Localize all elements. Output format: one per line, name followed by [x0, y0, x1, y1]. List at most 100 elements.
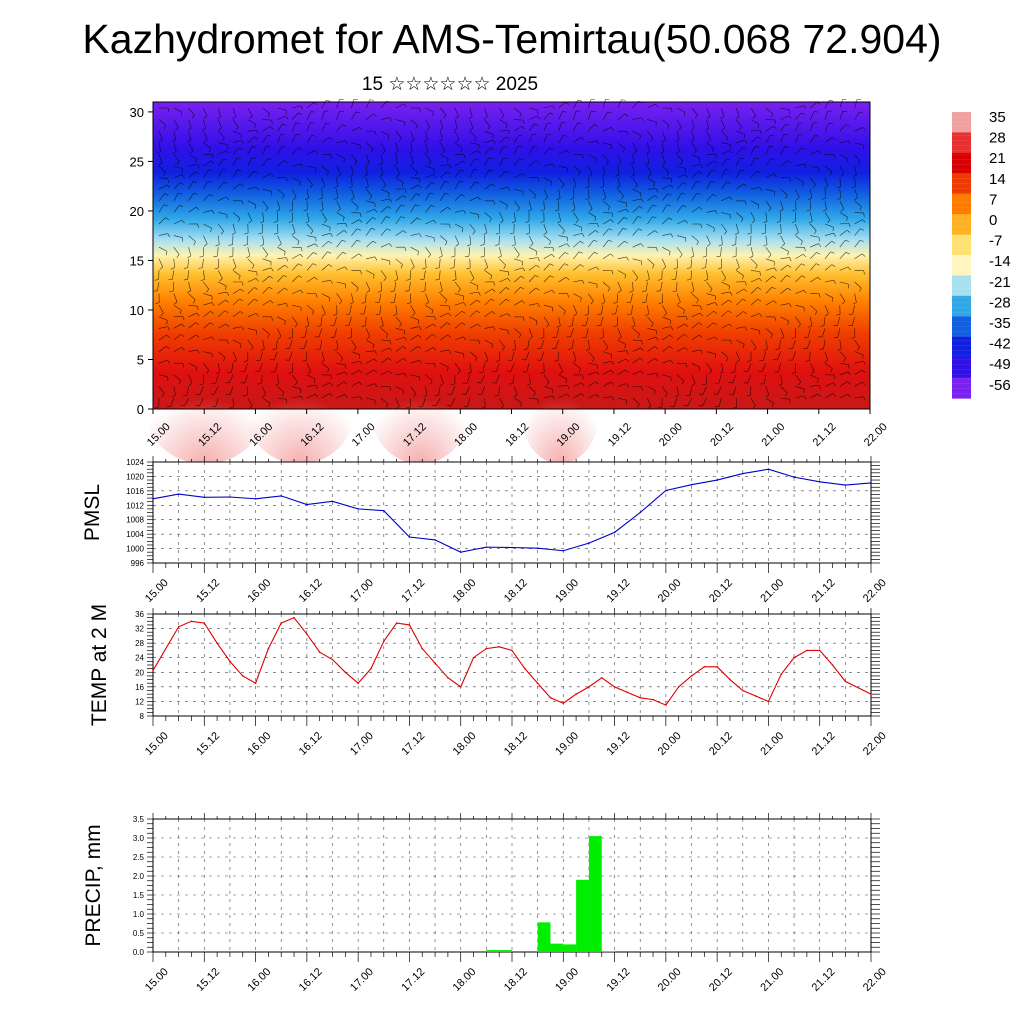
wind-barb-flag — [645, 278, 650, 282]
wind-barb-flag — [713, 160, 718, 164]
wind-barb-flag — [740, 169, 745, 172]
wind-barb — [780, 160, 788, 167]
wind-barb — [247, 287, 255, 294]
wind-barb — [484, 351, 489, 361]
wind-barb — [351, 219, 360, 225]
wind-barb-flag — [621, 99, 626, 101]
wind-barb-flag — [787, 160, 792, 164]
wind-barb-flag — [156, 151, 161, 154]
wind-barb-flag — [353, 347, 357, 351]
colorbar-swatch — [952, 112, 971, 134]
wind-barb — [351, 189, 355, 198]
wind-barb-flag — [382, 185, 386, 189]
wind-barb-flag — [318, 197, 323, 200]
wind-barb-flag — [635, 277, 639, 282]
wind-barb — [247, 270, 257, 273]
wind-barb-flag — [254, 124, 256, 129]
wind-barb-flag — [320, 359, 325, 363]
wind-barb — [425, 315, 435, 318]
wind-barb — [499, 328, 509, 331]
wind-barb-flag — [639, 192, 642, 197]
wind-barb-flag — [161, 393, 165, 397]
wind-barb — [587, 165, 593, 175]
wind-barb — [469, 270, 475, 279]
wind-barb-flag — [267, 134, 272, 137]
wind-barb — [395, 397, 400, 407]
wind-barb — [631, 305, 633, 315]
wind-barb — [721, 291, 731, 294]
y-tick-label: 3.0 — [133, 834, 145, 843]
wind-barb-flag — [581, 280, 585, 284]
wind-barb — [661, 204, 668, 213]
wind-barb-flag — [641, 340, 643, 345]
wind-barb-flag — [176, 254, 180, 258]
wind-barb — [721, 150, 730, 155]
wind-barb — [706, 131, 711, 140]
wind-barb — [687, 397, 693, 407]
wind-barb — [247, 339, 254, 348]
wind-barb — [306, 235, 316, 238]
wind-barb-flag — [601, 302, 606, 305]
wind-barb-flag — [639, 135, 641, 140]
x-tick-label: 16.00 — [245, 577, 273, 605]
wind-barb-flag — [729, 150, 733, 154]
wind-barb-flag — [403, 358, 407, 362]
temp-point — [716, 666, 718, 668]
wind-barb — [291, 147, 299, 155]
wind-barb — [454, 160, 463, 167]
wind-barb-flag — [675, 151, 680, 154]
wind-barb-flag — [611, 361, 614, 365]
wind-barb-flag — [305, 325, 309, 328]
wind-barb-flag — [669, 334, 673, 338]
colorbar-label: 7 — [989, 191, 997, 208]
wind-barb-flag — [303, 209, 308, 212]
pmsl-point — [818, 481, 821, 483]
y-tick-label: 28 — [135, 639, 144, 648]
wind-barb-flag — [860, 228, 865, 231]
wind-barb — [839, 222, 849, 225]
wind-barb-flag — [763, 348, 768, 351]
wind-barb-flag — [579, 240, 584, 244]
wind-barb — [706, 270, 709, 280]
wind-barb-flag — [814, 311, 818, 315]
wind-barb-flag — [861, 253, 866, 257]
wind-barb — [306, 223, 314, 231]
wind-barb — [824, 362, 833, 369]
wind-barb — [186, 386, 189, 396]
wind-barb — [277, 223, 279, 233]
wind-barb — [780, 115, 789, 120]
wind-barb — [410, 233, 420, 236]
wind-barb — [854, 212, 864, 214]
wind-barb-flag — [342, 124, 347, 127]
wind-barb-flag — [670, 326, 674, 331]
temp-point — [434, 662, 436, 664]
wind-barb — [484, 223, 488, 233]
wind-barb — [484, 212, 492, 219]
wind-barb — [543, 122, 548, 132]
wind-barb-flag — [566, 150, 570, 154]
wind-barb-flag — [316, 325, 321, 327]
wind-barb — [380, 339, 391, 341]
pmsl-point — [588, 542, 590, 544]
wind-barb-flag — [271, 120, 273, 125]
wind-barb — [676, 119, 682, 128]
x-tick-label: 20.12 — [708, 421, 736, 449]
wind-barb — [262, 200, 269, 209]
wind-barb — [795, 223, 799, 233]
wind-barb — [217, 119, 222, 129]
wind-barb — [380, 177, 386, 186]
wind-barb — [277, 160, 285, 167]
wind-barb — [750, 212, 756, 221]
wind-barb-flag — [396, 173, 400, 177]
wind-barb — [780, 374, 783, 384]
wind-barb — [661, 217, 669, 225]
wind-barb — [525, 351, 530, 361]
wind-barb-flag — [755, 265, 758, 269]
wind-barb — [306, 102, 315, 109]
wind-barb-flag — [854, 197, 858, 201]
wind-barb — [706, 107, 711, 117]
wind-barb — [246, 386, 249, 396]
wind-barb-flag — [625, 369, 629, 373]
wind-barb — [632, 117, 642, 120]
